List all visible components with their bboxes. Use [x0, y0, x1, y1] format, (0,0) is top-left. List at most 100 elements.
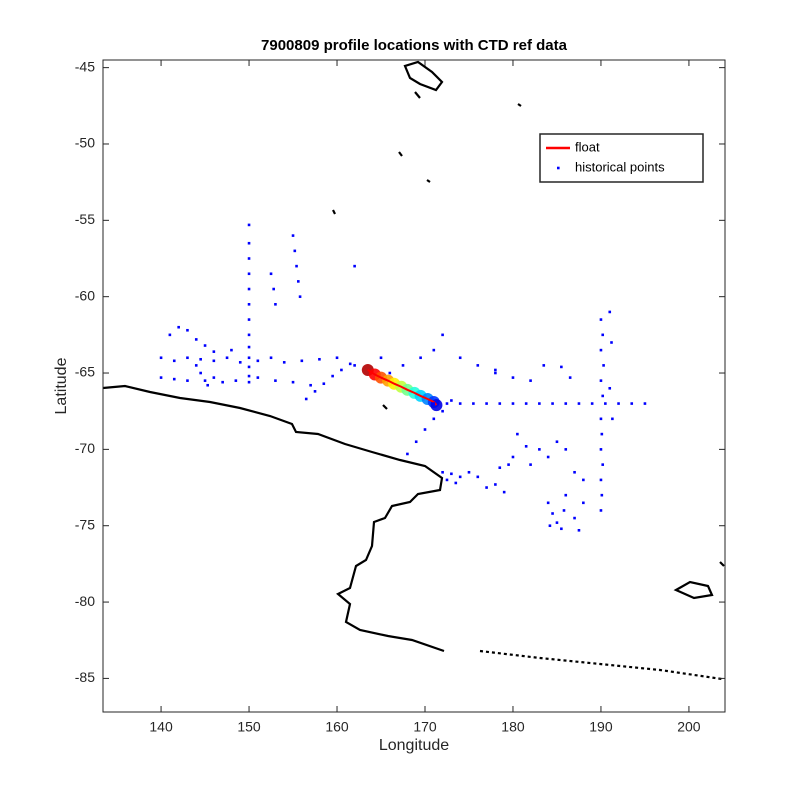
historical-point [538, 448, 541, 451]
historical-point [472, 402, 475, 405]
historical-point [564, 448, 568, 451]
historical-point [348, 362, 352, 366]
historical-point [529, 379, 532, 382]
historical-point [476, 475, 480, 479]
historical-point [419, 356, 422, 360]
historical-point [643, 402, 647, 405]
historical-point [335, 356, 339, 360]
y-tick-label: -55 [75, 211, 95, 227]
historical-point [498, 402, 502, 405]
historical-point [247, 287, 251, 291]
historical-point [617, 402, 620, 405]
historical-point [573, 516, 576, 520]
historical-point [401, 364, 405, 367]
historical-point [502, 490, 506, 494]
historical-point [511, 376, 515, 379]
historical-point [546, 501, 550, 505]
historical-point [206, 383, 209, 387]
historical-point [238, 361, 242, 364]
historical-point [159, 356, 163, 360]
historical-point [529, 463, 532, 466]
historical-point [172, 359, 176, 363]
historical-point [186, 379, 189, 382]
historical-point [212, 350, 216, 353]
historical-point [555, 440, 559, 444]
historical-point [269, 356, 273, 360]
historical-point [212, 376, 216, 379]
historical-point [538, 402, 541, 405]
historical-point [458, 475, 462, 479]
historical-point [212, 359, 216, 363]
historical-point [560, 365, 563, 369]
legend-label: float [575, 139, 600, 154]
historical-point [304, 397, 308, 401]
chart-title: 7900809 profile locations with CTD ref d… [261, 37, 568, 54]
historical-point [186, 328, 189, 332]
historical-point [494, 483, 497, 486]
historical-point [601, 333, 605, 337]
historical-point [498, 466, 502, 469]
historical-point [318, 357, 321, 361]
historical-point [494, 368, 497, 372]
y-tick-label: -65 [75, 364, 95, 380]
historical-point [309, 383, 312, 387]
historical-point [221, 380, 224, 384]
y-tick-label: -70 [75, 440, 95, 456]
historical-point [432, 402, 436, 405]
historical-point [194, 364, 198, 367]
historical-point [256, 359, 260, 363]
historical-point [291, 234, 295, 237]
historical-point [225, 356, 229, 360]
historical-point [555, 521, 559, 524]
historical-point [458, 402, 462, 405]
historical-point [295, 264, 298, 268]
historical-point [630, 402, 634, 405]
historical-point [247, 257, 251, 260]
historical-point [458, 356, 462, 360]
legend-label: historical points [575, 159, 665, 174]
historical-point [476, 364, 480, 367]
historical-point [199, 357, 202, 361]
historical-point [203, 344, 207, 347]
historical-point [577, 528, 581, 532]
x-tick-label: 170 [413, 719, 437, 735]
historical-point [601, 394, 605, 398]
historical-point [450, 399, 453, 402]
historical-point [297, 280, 300, 283]
x-tick-label: 190 [589, 719, 613, 735]
historical-point [582, 478, 585, 482]
historical-point [269, 272, 273, 276]
historical-point [516, 432, 519, 436]
historical-point [293, 249, 297, 253]
historical-point [610, 341, 613, 344]
y-axis-label: Latitude [53, 357, 70, 414]
historical-point [186, 356, 189, 360]
historical-point [542, 364, 546, 367]
historical-point [611, 417, 614, 421]
historical-point [203, 379, 207, 382]
historical-point [247, 356, 251, 360]
plot-frame [102, 59, 726, 713]
historical-point [441, 470, 444, 474]
float-track [367, 369, 438, 406]
historical-point [172, 377, 176, 381]
historical-point [388, 371, 392, 375]
historical-point [194, 338, 198, 341]
historical-point [551, 512, 554, 515]
historical-point [353, 364, 356, 367]
historical-point [608, 386, 612, 390]
historical-point [414, 440, 418, 444]
historical-point [450, 472, 453, 476]
historical-point [602, 364, 605, 367]
historical-point [551, 402, 554, 405]
historical-point [247, 241, 251, 245]
historical-point [604, 402, 607, 405]
historical-point [524, 445, 528, 448]
historical-point [577, 402, 581, 405]
historical-point [445, 478, 449, 482]
historical-point [247, 318, 251, 321]
historical-point [494, 371, 497, 375]
x-axis-label: Longitude [379, 737, 449, 754]
historical-point [340, 368, 343, 372]
historical-point [599, 379, 603, 382]
